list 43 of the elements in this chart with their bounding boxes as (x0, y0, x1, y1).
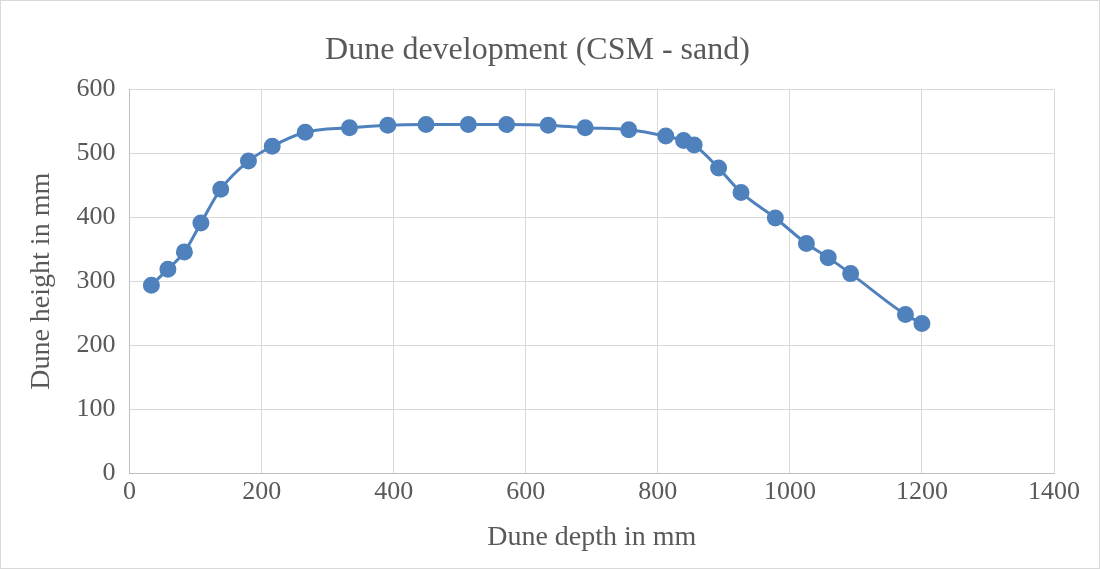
point (175, 243, 193, 261)
y-axis-title: Dune height in mm (24, 172, 56, 390)
point (766, 209, 784, 227)
point (913, 315, 931, 333)
x-tick-label: 0 (123, 475, 137, 505)
point (685, 136, 703, 154)
y-tick-label: 400 (76, 201, 116, 231)
point (263, 137, 281, 155)
point (459, 116, 477, 134)
point (819, 249, 837, 267)
x-tick-label: 1200 (895, 475, 948, 505)
x-tick-label: 600 (506, 475, 546, 505)
point (192, 214, 210, 232)
point (417, 116, 435, 134)
point (539, 116, 557, 134)
point (620, 121, 638, 139)
point (657, 127, 675, 145)
x-axis-title: Dune depth in mm (487, 519, 697, 551)
y-tick-label: 500 (76, 137, 116, 167)
y-tick-label: 300 (76, 265, 116, 295)
point (498, 116, 516, 134)
point (142, 276, 160, 294)
y-tick-label: 200 (76, 329, 116, 359)
x-tick-label: 1400 (1028, 475, 1080, 505)
point (842, 265, 860, 283)
point (710, 159, 728, 177)
y-tick-label: 100 (76, 393, 116, 423)
point (340, 119, 358, 137)
y-tick-label: 600 (76, 73, 116, 103)
x-tick-label: 200 (242, 475, 282, 505)
point (797, 235, 815, 253)
point (576, 119, 594, 137)
point (896, 306, 914, 324)
point (212, 180, 230, 198)
point (239, 152, 257, 170)
chart-title: Dune development (CSM - sand) (325, 29, 750, 66)
x-tick-label: 800 (638, 475, 678, 505)
x-tick-label: 400 (374, 475, 414, 505)
point (732, 183, 750, 201)
point (379, 116, 397, 134)
x-tick-label: 1000 (763, 475, 816, 505)
point (159, 260, 177, 278)
point (296, 123, 314, 141)
